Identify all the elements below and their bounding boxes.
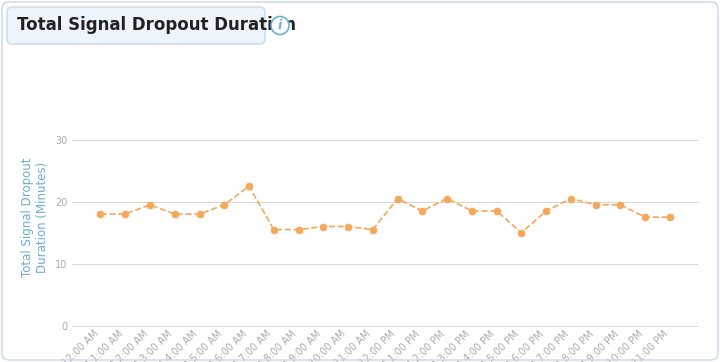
- FancyBboxPatch shape: [7, 7, 265, 44]
- Circle shape: [271, 17, 289, 34]
- Y-axis label: Total Signal Dropout
Duration (Minutes): Total Signal Dropout Duration (Minutes): [21, 157, 49, 277]
- Text: i: i: [278, 19, 282, 32]
- Text: Total Signal Dropout Duration: Total Signal Dropout Duration: [17, 17, 296, 34]
